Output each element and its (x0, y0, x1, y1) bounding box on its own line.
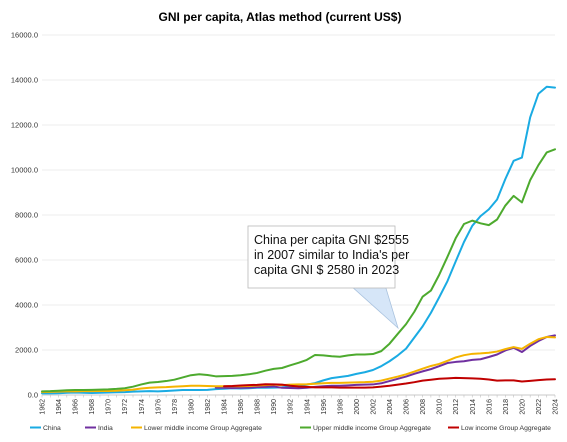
callout-line-3: capita GNI $ 2580 in 2023 (254, 263, 399, 277)
series-line-low-income-group-aggregate (223, 376, 556, 389)
x-tick-label: 2014 (470, 399, 477, 415)
x-tick-label: 2006 (404, 399, 411, 415)
x-tick-label: 1974 (139, 399, 146, 415)
x-tick-label: 1972 (122, 399, 129, 415)
chart-title: GNI per capita, Atlas method (current US… (159, 10, 402, 24)
legend-label: Upper middle income Group Aggregate (313, 425, 431, 432)
y-tick-label: 2000.0 (15, 346, 38, 355)
y-axis: 0.0 2000.0 4000.0 6000.0 8000.0 10000.0 12000.… (11, 31, 38, 400)
callout-line-2: in 2007 similar to India's per (254, 248, 409, 262)
x-tick-label: 1966 (73, 399, 80, 415)
x-tick-label: 2022 (536, 399, 543, 415)
x-tick-label: 1970 (106, 399, 113, 415)
grid (42, 34, 555, 396)
legend-label: India (98, 425, 113, 432)
x-tick-label: 1984 (222, 399, 229, 415)
x-tick-label: 1978 (172, 399, 179, 415)
x-tick-label: 2002 (370, 399, 377, 415)
legend: China India Lower middle income Group Aggr… (30, 425, 551, 432)
callout-box (247, 225, 396, 289)
x-tick-label: 1968 (89, 399, 96, 415)
x-tick-label: 2024 (553, 399, 560, 415)
y-tick-label: 4000.0 (15, 301, 38, 310)
series-line-india (214, 334, 556, 390)
x-tick-label: 1964 (56, 399, 63, 415)
plot-lines (41, 85, 556, 395)
y-tick-label: 12000.0 (11, 121, 38, 130)
y-tick-label: 16000.0 (11, 31, 38, 40)
x-tick-label: 1990 (271, 399, 278, 415)
x-tick-label: 1976 (155, 399, 162, 415)
x-axis: 1962 1964 1966 1968 1970 1972 1974 1976 1978 1980… (40, 394, 560, 415)
x-tick-label: 2008 (420, 399, 427, 415)
x-tick-label: 2020 (519, 399, 526, 415)
callout-line-1: China per capita GNI $2555 (254, 233, 409, 247)
x-tick-label: 2000 (354, 399, 361, 415)
y-tick-label: 14000.0 (11, 76, 38, 85)
x-tick-label: 1996 (321, 399, 328, 415)
legend-label: Lower middle income Group Aggregate (144, 425, 262, 432)
x-tick-label: 1986 (238, 399, 245, 415)
y-tick-label: 6000.0 (15, 256, 38, 265)
y-tick-label: 10000.0 (11, 166, 38, 175)
series-line-lower-middle-income-group-aggregate (41, 335, 556, 394)
x-tick-label: 1992 (288, 399, 295, 415)
callout-pointer (348, 284, 399, 330)
x-tick-label: 1980 (188, 399, 195, 415)
x-tick-label: 1994 (304, 399, 311, 415)
legend-label: Low income Group Aggregate (461, 425, 551, 432)
annotation-callout: China per capita GNI $2555 in 2007 simil… (247, 225, 409, 330)
series-line-upper-middle-income-group-aggregate (41, 148, 556, 393)
y-tick-label: 8000.0 (15, 211, 38, 220)
legend-label: China (43, 425, 61, 432)
y-tick-label: 0.0 (28, 391, 38, 400)
x-tick-label: 1962 (40, 399, 47, 415)
x-tick-label: 2010 (437, 399, 444, 415)
x-tick-label: 1988 (255, 399, 262, 415)
x-tick-label: 1982 (205, 399, 212, 415)
x-tick-label: 2016 (486, 399, 493, 415)
x-tick-label: 2004 (387, 399, 394, 415)
x-tick-label: 2018 (503, 399, 510, 415)
x-tick-label: 1998 (337, 399, 344, 415)
x-tick-label: 2012 (453, 399, 460, 415)
